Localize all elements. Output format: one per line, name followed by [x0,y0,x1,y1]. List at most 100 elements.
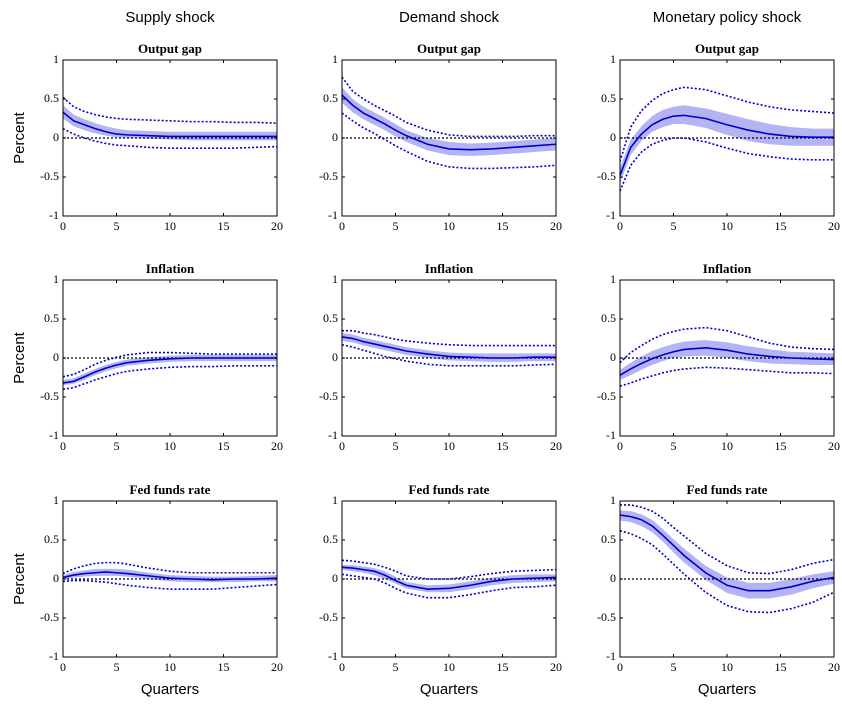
outer-band-line [620,137,834,192]
confidence-band [63,105,277,141]
column-title: Demand shock [399,9,500,26]
y-tick-label: 1 [332,493,338,507]
y-tick-label: -1 [606,208,616,222]
y-tick-label: 1 [53,52,59,66]
y-tick-label: 1 [610,272,616,286]
y-tick-label: -0.5 [319,169,338,183]
y-tick-label: -1 [49,649,59,663]
x-tick-label: 0 [339,439,345,453]
x-tick-label: 10 [443,660,455,674]
x-tick-label: 5 [114,439,120,453]
y-tick-label: 0.5 [44,311,59,325]
y-tick-label: 0.5 [601,532,616,546]
x-tick-label: 20 [550,439,562,453]
plot-area [63,351,277,390]
panel-title: Fed funds rate [687,482,768,497]
y-tick-label: -0.5 [40,169,59,183]
x-tick-label: 20 [828,439,840,453]
y-tick-label: -1 [606,649,616,663]
outer-band-line [342,112,556,170]
y-tick-label: -0.5 [40,610,59,624]
outer-band-line [342,76,556,138]
y-tick-label: 0.5 [323,532,338,546]
plot-area [620,504,834,614]
confidence-band [63,354,277,386]
y-tick-label: 0 [53,130,59,144]
y-tick-label: 0 [610,350,616,364]
plot-area [620,326,834,387]
outer-band-line [620,366,834,387]
y-tick-label: 1 [332,272,338,286]
outer-band-line [63,561,277,575]
y-tick-label: 0 [332,350,338,364]
x-tick-label: 20 [828,660,840,674]
y-tick-label: 0.5 [323,91,338,105]
x-tick-label: 0 [60,660,66,674]
y-tick-label: 0.5 [44,91,59,105]
x-tick-label: 10 [721,439,733,453]
y-tick-label: 1 [53,272,59,286]
y-tick-label: 0.5 [601,311,616,325]
x-tick-label: 10 [164,219,176,233]
outer-band-line [63,579,277,590]
y-tick-label: -1 [49,428,59,442]
y-tick-label: 0 [610,130,616,144]
outer-band-line [63,365,277,390]
outer-band-line [63,96,277,124]
panel-title: Inflation [425,261,474,276]
y-tick-label: -1 [49,208,59,222]
outer-band-line [342,329,556,347]
outer-band-line [342,573,556,599]
y-tick-label: 0 [332,130,338,144]
x-tick-label: 15 [497,219,509,233]
y-tick-label: 0.5 [44,532,59,546]
x-tick-label: 10 [721,660,733,674]
median-line [342,94,556,151]
y-tick-label: 1 [610,493,616,507]
x-tick-label: 20 [550,219,562,233]
column-title: Monetary policy shock [653,9,802,26]
plot-area [342,559,556,599]
x-tick-label: 10 [164,439,176,453]
y-tick-label: -0.5 [319,389,338,403]
plot-area [63,96,277,149]
x-tick-label: 15 [497,439,509,453]
x-tick-label: 5 [393,219,399,233]
plot-area [342,76,556,170]
x-tick-label: 20 [828,219,840,233]
y-tick-label: -1 [606,428,616,442]
outer-band-line [342,559,556,580]
y-tick-label: 1 [53,493,59,507]
y-tick-label: -0.5 [597,389,616,403]
x-tick-label: 5 [393,660,399,674]
x-tick-label: 0 [617,660,623,674]
outer-band-line [342,343,556,367]
outer-band-line [63,351,277,378]
x-tick-label: 5 [671,439,677,453]
y-tick-label: 0.5 [323,311,338,325]
median-line [342,566,556,590]
y-tick-label: 0 [610,571,616,585]
x-tick-label: 20 [550,660,562,674]
x-tick-label: 20 [271,660,283,674]
plot-area [342,329,556,367]
y-axis-label: Percent [11,331,28,384]
outer-band-line [620,86,834,162]
x-tick-label: 20 [271,439,283,453]
y-tick-label: 1 [610,52,616,66]
outer-band-line [620,326,834,364]
y-tick-label: -1 [328,649,338,663]
x-tick-label: 10 [443,219,455,233]
x-tick-label: 5 [114,660,120,674]
median-line [620,514,834,592]
x-tick-label: 0 [339,219,345,233]
median-line [342,336,556,359]
x-tick-label: 5 [671,660,677,674]
